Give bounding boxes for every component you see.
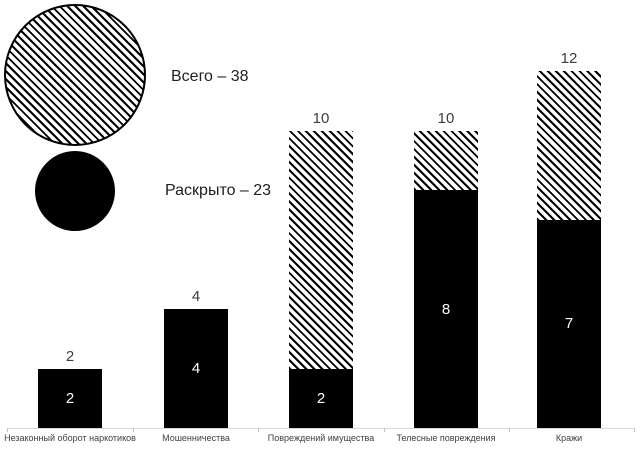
bar-solved-segment: 4 (164, 309, 228, 428)
bar-solved-segment: 2 (289, 368, 353, 428)
x-axis-tick (634, 428, 635, 432)
total-hatched-circle-icon (4, 4, 146, 146)
bar-total-value: 4 (191, 288, 201, 305)
bar-unsolved-hatch-segment (289, 130, 353, 369)
bar-solved-value: 2 (316, 389, 326, 407)
x-axis-line (7, 428, 635, 429)
bar-solved-value: 4 (191, 360, 201, 377)
bar: 10 8 (414, 110, 478, 428)
x-axis-tick (7, 428, 8, 432)
category-label: Кражи (555, 433, 583, 443)
x-axis-tick (509, 428, 510, 432)
bar-solved-segment: 2 (38, 368, 102, 428)
x-axis-tick (258, 428, 259, 432)
legend-solved-label: Раскрыто – 23 (165, 182, 272, 199)
bar: 12 7 (537, 50, 601, 428)
bar: 10 2 (289, 110, 353, 428)
legend-total-label: Всего – 38 (171, 68, 249, 85)
solved-black-circle-icon (35, 151, 115, 231)
bar-solved-segment: 8 (414, 190, 478, 428)
category-label: Повреждений имущества (267, 433, 375, 443)
category-label: Незаконный оборот наркотиков (4, 433, 136, 443)
bar-total-value: 12 (560, 50, 578, 67)
bar-unsolved-hatch-segment (414, 130, 478, 190)
bar-total-value: 10 (312, 109, 330, 127)
bar-total-value: 10 (437, 109, 455, 127)
bar-solved-value: 7 (564, 315, 574, 333)
bar-solved-segment: 7 (537, 219, 601, 428)
x-axis-tick (384, 428, 385, 432)
category-label: Мошенничества (162, 433, 230, 443)
bar-solved-value: 8 (441, 300, 451, 318)
bar-unsolved-hatch-segment (537, 71, 601, 220)
bar-total-value: 2 (65, 347, 75, 365)
x-axis-tick (133, 428, 134, 432)
bar-solved-value: 2 (65, 389, 75, 407)
category-label: Телесные повреждения (396, 433, 496, 443)
